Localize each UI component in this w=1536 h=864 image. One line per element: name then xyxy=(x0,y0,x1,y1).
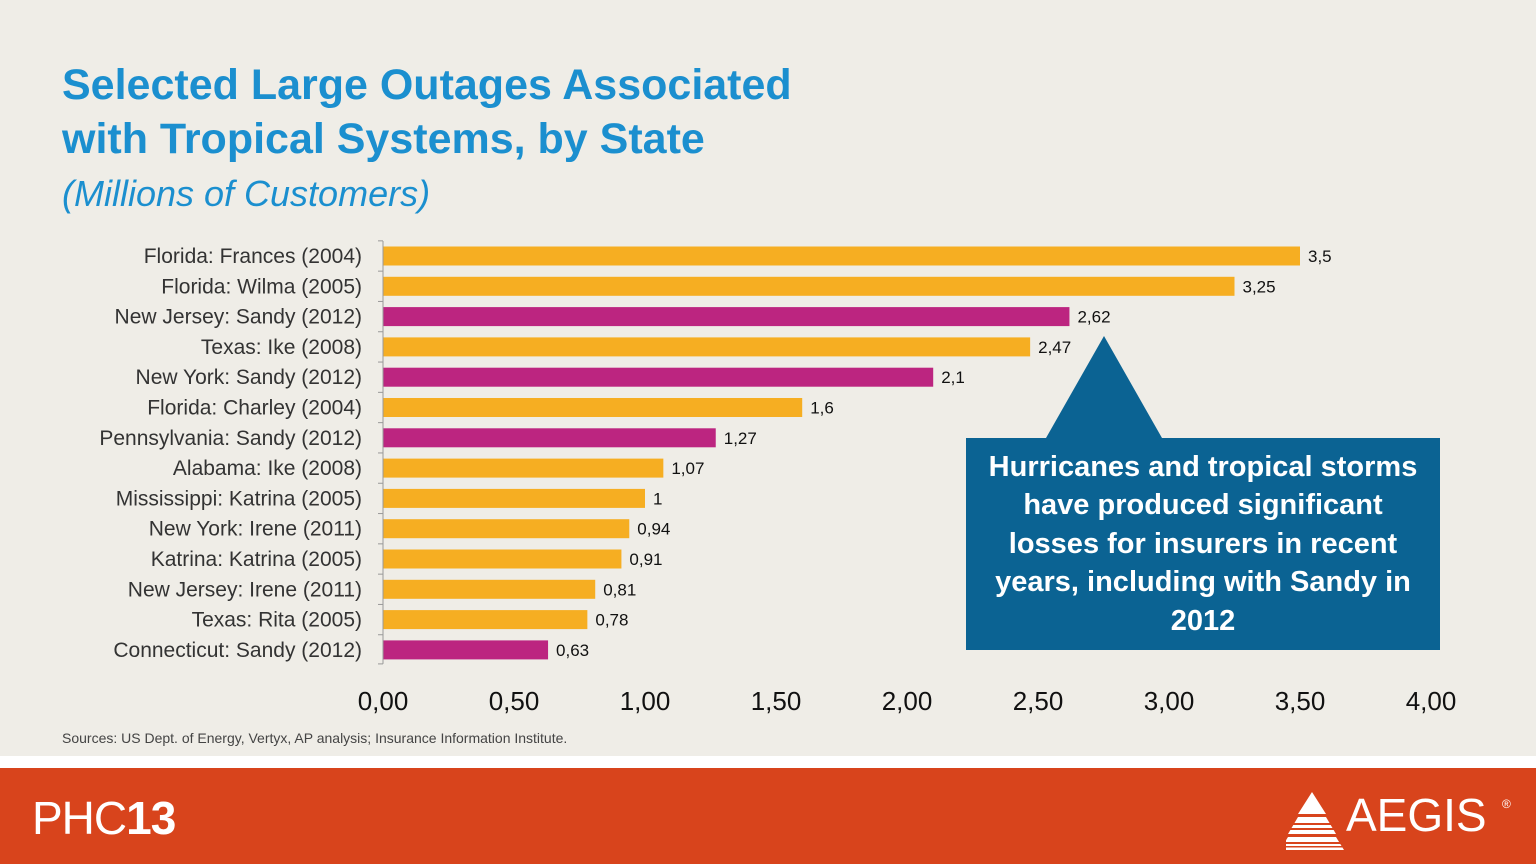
value-label: 3,25 xyxy=(1243,277,1276,296)
x-tick-label: 0,00 xyxy=(358,686,409,716)
footer-divider xyxy=(0,756,1536,768)
aegis-logo-text: AEGIS xyxy=(1346,789,1487,841)
value-label: 2,1 xyxy=(941,368,965,387)
registered-mark: ® xyxy=(1502,797,1511,811)
bar xyxy=(383,579,596,599)
footer-bar xyxy=(0,768,1536,864)
x-tick-label: 0,50 xyxy=(489,686,540,716)
chart-title: Selected Large Outages Associated with T… xyxy=(62,58,962,166)
chart-title-line1: Selected Large Outages Associated xyxy=(62,61,792,109)
phc-logo: PHC13 xyxy=(32,792,176,844)
bar xyxy=(383,519,630,539)
value-label: 0,63 xyxy=(556,641,589,660)
x-tick-label: 3,00 xyxy=(1144,686,1195,716)
category-label: Texas: Rita (2005) xyxy=(192,609,362,632)
category-label: Mississippi: Katrina (2005) xyxy=(116,487,362,510)
bar xyxy=(383,367,934,387)
chart-title-line2: with Tropical Systems, by State xyxy=(62,115,705,163)
bar xyxy=(383,549,622,569)
category-label: Pennsylvania: Sandy (2012) xyxy=(99,427,362,450)
chart-subtitle: (Millions of Customers) xyxy=(62,173,431,214)
value-label: 1,07 xyxy=(671,459,704,478)
x-tick-label: 2,50 xyxy=(1013,686,1064,716)
category-label: Katrina: Katrina (2005) xyxy=(151,548,362,571)
value-label: 0,81 xyxy=(603,580,636,599)
bar xyxy=(383,398,803,417)
x-tick-label: 2,00 xyxy=(882,686,933,716)
value-label: 0,91 xyxy=(629,550,662,569)
aegis-logo-icon xyxy=(1286,792,1344,850)
outage-bar-chart: Florida: Frances (2004) 3,5 Florida: Wilma… xyxy=(99,240,1457,716)
category-label: Florida: Charley (2004) xyxy=(147,397,362,420)
bar xyxy=(383,276,1235,296)
value-label: 1,27 xyxy=(724,429,757,448)
category-label: Texas: Ike (2008) xyxy=(201,336,362,359)
bar xyxy=(383,640,549,660)
callout-shape xyxy=(966,336,1440,650)
bar xyxy=(383,458,664,478)
value-label: 1 xyxy=(653,489,662,508)
bar xyxy=(383,488,645,508)
value-label: 0,78 xyxy=(595,611,628,630)
value-label: 3,5 xyxy=(1308,247,1332,266)
category-label: Connecticut: Sandy (2012) xyxy=(113,639,362,662)
category-label: New Jersey: Irene (2011) xyxy=(128,578,362,601)
bar xyxy=(383,307,1070,327)
value-label: 1,6 xyxy=(810,399,834,418)
value-label: 2,62 xyxy=(1077,308,1110,327)
value-label: 0,94 xyxy=(637,520,670,539)
x-tick-label: 1,50 xyxy=(751,686,802,716)
bar xyxy=(383,428,716,448)
value-label: 2,47 xyxy=(1038,338,1071,357)
bar xyxy=(383,246,1300,266)
category-label: New York: Irene (2011) xyxy=(149,518,362,541)
category-label: Alabama: Ike (2008) xyxy=(173,457,362,480)
phc-logo-number: 13 xyxy=(126,792,176,844)
sources-note: Sources: US Dept. of Energy, Vertyx, AP … xyxy=(62,730,568,746)
x-tick-label: 1,00 xyxy=(620,686,671,716)
x-tick-label: 4,00 xyxy=(1406,686,1457,716)
category-label: Florida: Frances (2004) xyxy=(144,245,362,268)
callout-text: Hurricanes and tropical storms have prod… xyxy=(988,450,1418,637)
category-label: Florida: Wilma (2005) xyxy=(161,275,362,298)
bar xyxy=(383,610,588,630)
x-tick-label: 3,50 xyxy=(1275,686,1326,716)
category-label: New Jersey: Sandy (2012) xyxy=(115,306,362,329)
category-label: New York: Sandy (2012) xyxy=(136,366,362,389)
bar xyxy=(383,337,1031,357)
bars-group: Florida: Frances (2004) 3,5 Florida: Wilma… xyxy=(99,240,1457,716)
phc-logo-prefix: PHC xyxy=(32,792,127,844)
